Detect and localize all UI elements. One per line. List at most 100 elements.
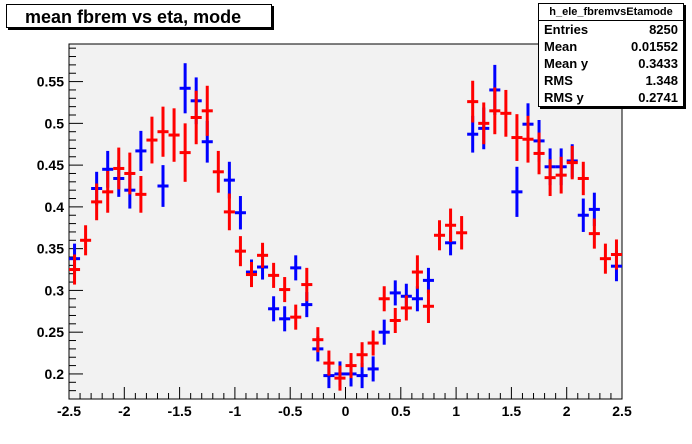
data-point bbox=[234, 236, 246, 267]
data-point bbox=[312, 327, 324, 353]
data-point bbox=[544, 159, 556, 197]
y-tick-label: 0.5 bbox=[45, 115, 65, 131]
data-point bbox=[356, 363, 368, 389]
data-point bbox=[102, 170, 114, 213]
data-point bbox=[301, 267, 313, 302]
axis-ticks: -2.5 -2 -1.5 -1 -0.5 0 0.5 1 1.5 2 2.5 0.2 0.25 0.3 0.… bbox=[37, 47, 632, 419]
stats-row-rms: RMS 1.348 bbox=[539, 72, 683, 89]
data-point bbox=[433, 220, 446, 251]
x-tick-label: 1.5 bbox=[502, 403, 522, 419]
data-point bbox=[378, 286, 390, 312]
y-tick-label: 0.55 bbox=[37, 74, 64, 90]
data-point bbox=[367, 356, 379, 382]
data-point bbox=[223, 161, 235, 199]
data-point bbox=[323, 350, 335, 376]
data-point bbox=[91, 183, 103, 221]
stats-label: RMS bbox=[544, 73, 573, 88]
stats-row-entries: Entries 8250 bbox=[539, 21, 683, 38]
x-tick-label: 2.5 bbox=[612, 403, 632, 419]
data-point bbox=[522, 115, 534, 163]
stats-row-rms-y: RMS y 0.2741 bbox=[539, 89, 683, 106]
x-tick-label: -2 bbox=[118, 403, 131, 419]
stats-histogram-name: h_ele_fbremvsEtamode bbox=[539, 4, 683, 21]
data-point bbox=[69, 254, 81, 285]
stats-value: 0.01552 bbox=[631, 39, 678, 54]
data-point bbox=[290, 255, 302, 281]
x-tick-label: 0.5 bbox=[391, 403, 411, 419]
stats-label: Mean y bbox=[544, 56, 589, 71]
stats-row-mean-y: Mean y 0.3433 bbox=[539, 55, 683, 72]
data-point bbox=[422, 267, 434, 293]
data-point bbox=[467, 80, 479, 123]
stats-label: Entries bbox=[544, 22, 589, 37]
data-point bbox=[389, 280, 401, 306]
stats-label: Mean bbox=[544, 39, 578, 54]
series bbox=[69, 80, 622, 391]
data-point bbox=[378, 319, 390, 345]
x-tick-label: 2 bbox=[563, 403, 571, 419]
data-point bbox=[113, 147, 125, 190]
data-series bbox=[69, 63, 622, 391]
data-point bbox=[124, 152, 136, 195]
x-tick-label: -2.5 bbox=[57, 403, 81, 419]
data-point bbox=[400, 295, 412, 321]
x-tick-label: 0 bbox=[342, 403, 350, 419]
data-point bbox=[279, 306, 291, 332]
y-tick-label: 0.45 bbox=[37, 157, 64, 173]
data-point bbox=[245, 262, 258, 288]
data-point bbox=[411, 255, 423, 289]
data-point bbox=[135, 130, 147, 171]
stats-value: 0.2741 bbox=[638, 90, 678, 105]
data-point bbox=[588, 218, 600, 249]
data-point bbox=[577, 198, 589, 232]
y-tick-label: 0.25 bbox=[37, 324, 64, 340]
data-point bbox=[533, 132, 545, 175]
x-tick-label: -1 bbox=[229, 403, 242, 419]
y-tick-label: 0.4 bbox=[45, 199, 65, 215]
data-point bbox=[489, 87, 501, 135]
data-point bbox=[445, 208, 457, 242]
data-point bbox=[566, 145, 578, 180]
data-point bbox=[223, 193, 235, 231]
data-point bbox=[500, 89, 512, 137]
x-tick-label: 1 bbox=[452, 403, 460, 419]
data-point bbox=[610, 239, 622, 270]
data-point bbox=[146, 116, 158, 164]
data-point bbox=[577, 161, 589, 196]
data-point bbox=[157, 165, 169, 207]
data-point bbox=[201, 85, 213, 136]
data-point bbox=[356, 342, 368, 368]
stats-value: 0.3433 bbox=[638, 56, 678, 71]
data-point bbox=[389, 307, 401, 334]
data-point bbox=[268, 296, 280, 322]
data-point bbox=[234, 196, 246, 230]
data-point bbox=[290, 304, 302, 330]
stats-label: RMS y bbox=[544, 90, 584, 105]
y-tick-label: 0.3 bbox=[45, 282, 65, 298]
stats-row-mean: Mean 0.01552 bbox=[539, 38, 683, 55]
plot-frame bbox=[68, 43, 623, 400]
x-tick-label: -1.5 bbox=[168, 403, 192, 419]
data-point bbox=[367, 330, 379, 356]
data-point bbox=[257, 242, 269, 268]
data-point bbox=[179, 63, 191, 114]
data-point bbox=[456, 216, 468, 250]
data-point bbox=[511, 166, 523, 217]
data-point bbox=[345, 353, 357, 379]
data-point bbox=[190, 90, 202, 145]
data-point bbox=[179, 123, 191, 182]
stats-value: 8250 bbox=[649, 22, 678, 37]
data-point bbox=[511, 114, 523, 161]
data-point bbox=[168, 108, 180, 162]
data-point bbox=[422, 289, 434, 323]
y-tick-label: 0.2 bbox=[45, 366, 65, 382]
data-point bbox=[555, 156, 567, 194]
chart-title: mean fbrem vs eta, mode bbox=[6, 4, 272, 28]
stats-box: h_ele_fbremvsEtamode Entries 8250 Mean 0… bbox=[538, 3, 684, 107]
data-point bbox=[80, 225, 92, 256]
stats-value: 1.348 bbox=[645, 73, 678, 88]
data-point bbox=[334, 365, 346, 391]
y-tick-label: 0.35 bbox=[37, 241, 64, 257]
x-tick-label: -0.5 bbox=[278, 403, 302, 419]
